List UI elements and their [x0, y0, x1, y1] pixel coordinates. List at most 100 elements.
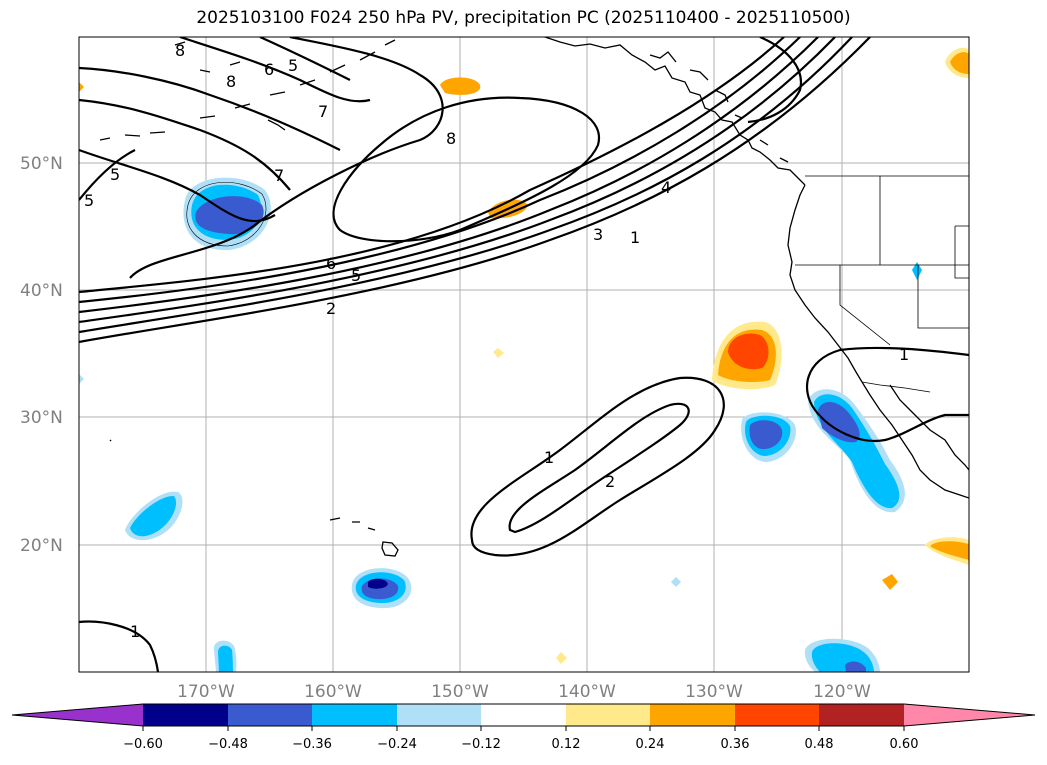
pv-label: 2: [605, 472, 615, 491]
coastline-islands: [174, 41, 286, 131]
map-title: 2025103100 F024 250 hPa PV, precipitatio…: [196, 8, 851, 28]
pv-label: 2: [326, 299, 336, 318]
map-frame: [78, 36, 970, 673]
colorbar-label: 0.60: [890, 737, 919, 752]
colorbar-swatch: [397, 704, 481, 726]
longitude-labels: 170°W 160°W 150°W 140°W 130°W 120°W: [177, 682, 871, 702]
coastline-alaska: [544, 37, 806, 186]
colorbar-label: −0.12: [461, 737, 501, 752]
lon-label-130w: 130°W: [685, 682, 743, 702]
pv-contour: [79, 620, 160, 672]
pv-label: 6: [264, 60, 274, 79]
coastline-small-island: [109, 439, 112, 442]
map-panel: 8 6 5 8 7 8 7 5 5 6 5 2 4 3 1 1 1 2 1: [79, 37, 969, 672]
precip-negative-blob: [218, 645, 233, 672]
colorbar-label: 0.12: [552, 737, 581, 752]
precip-positive-blob: [930, 541, 969, 560]
precip-negative-blob: [671, 577, 681, 587]
precip-positive-blob: [950, 52, 969, 74]
pv-contour: [79, 37, 836, 324]
colorbar-label: 0.36: [721, 737, 750, 752]
colorbar-label: −0.48: [208, 737, 248, 752]
border-state-lines: [795, 176, 969, 346]
lon-label-140w: 140°W: [558, 682, 616, 702]
pv-label: 8: [226, 72, 236, 91]
pv-contour: [79, 37, 785, 294]
pv-label: 7: [318, 102, 328, 121]
precip-positive-blob: [440, 77, 481, 95]
pv-contour: [470, 376, 725, 557]
colorbar-swatch: [819, 704, 904, 726]
colorbar-label: 0.48: [805, 737, 834, 752]
precip-negative-blob: [749, 420, 783, 450]
pv-contour: [747, 37, 803, 124]
lat-label-50n: 50°N: [20, 154, 63, 174]
pv-contour: [129, 37, 444, 279]
pv-contours: [79, 37, 969, 672]
pv-contour: [79, 37, 871, 344]
lat-label-30n: 30°N: [20, 408, 63, 428]
pv-label: 1: [130, 622, 140, 641]
pv-contour: [332, 96, 601, 243]
colorbar-swatch: [143, 704, 228, 726]
pv-label: 6: [326, 254, 336, 273]
precip-negative-blob: [818, 401, 860, 443]
pv-contour: [79, 149, 136, 201]
pv-label: 5: [351, 266, 361, 285]
colorbar-label: −0.36: [292, 737, 332, 752]
precip-negative-blob: [195, 196, 264, 235]
pv-label: 3: [593, 225, 603, 244]
pv-contour: [508, 402, 690, 534]
pv-contour-labels: 8 6 5 8 7 8 7 5 5 6 5 2 4 3 1 1 1 2 1: [84, 41, 909, 641]
pv-contour: [259, 37, 351, 81]
colorbar-swatch: [566, 704, 650, 726]
coastline-alaska: [649, 51, 789, 163]
colorbar-swatch: [650, 704, 735, 726]
precip-negative-blob: [79, 374, 84, 384]
pv-contour: [79, 37, 853, 334]
precip-positive-blob: [882, 574, 898, 590]
coastline-mexico: [889, 384, 969, 471]
colorbar-extend-min: [12, 704, 143, 726]
pv-label: 1: [544, 448, 554, 467]
pv-label: 4: [661, 178, 671, 197]
colorbar-swatch: [228, 704, 312, 726]
pv-contour: [79, 37, 819, 314]
precip-positive-blob: [79, 82, 84, 92]
colorbar-swatch: [312, 704, 397, 726]
colorbar-label: −0.60: [123, 737, 163, 752]
political-borders: [795, 175, 969, 393]
lon-label-160w: 160°W: [304, 682, 362, 702]
colorbar-swatch: [481, 704, 566, 726]
pv-contour: [79, 37, 801, 304]
pv-label: 5: [110, 165, 120, 184]
colorbar-label: 0.24: [636, 737, 665, 752]
pv-label: 8: [446, 129, 456, 148]
pv-contour: [79, 148, 276, 223]
latitude-labels: 50°N 40°N 30°N 20°N: [20, 154, 63, 556]
pv-contour: [79, 98, 291, 191]
lat-label-20n: 20°N: [20, 536, 63, 556]
lon-label-170w: 170°W: [177, 682, 235, 702]
border-us-mexico: [861, 381, 931, 393]
lon-label-120w: 120°W: [813, 682, 871, 702]
precip-positive-blob: [728, 333, 769, 370]
lat-label-40n: 40°N: [20, 281, 63, 301]
pv-label: 7: [274, 166, 284, 185]
colorbar-swatch: [735, 704, 819, 726]
colorbar-label: −0.24: [377, 737, 417, 752]
coastline-hawaii: [329, 517, 399, 557]
coastlines: [99, 37, 969, 557]
pv-label: 5: [288, 56, 298, 75]
precip-positive-blob: [493, 348, 504, 358]
pv-label: 5: [84, 191, 94, 210]
pv-contour: [806, 346, 969, 443]
precip-negative-blob: [845, 661, 866, 672]
pv-label: 1: [899, 345, 909, 364]
precip-negative-blob: [912, 262, 922, 280]
pv-contour: [179, 37, 371, 103]
precip-positive-blob: [556, 652, 567, 664]
lon-label-150w: 150°W: [431, 682, 489, 702]
precip-negative-blob: [130, 495, 177, 537]
